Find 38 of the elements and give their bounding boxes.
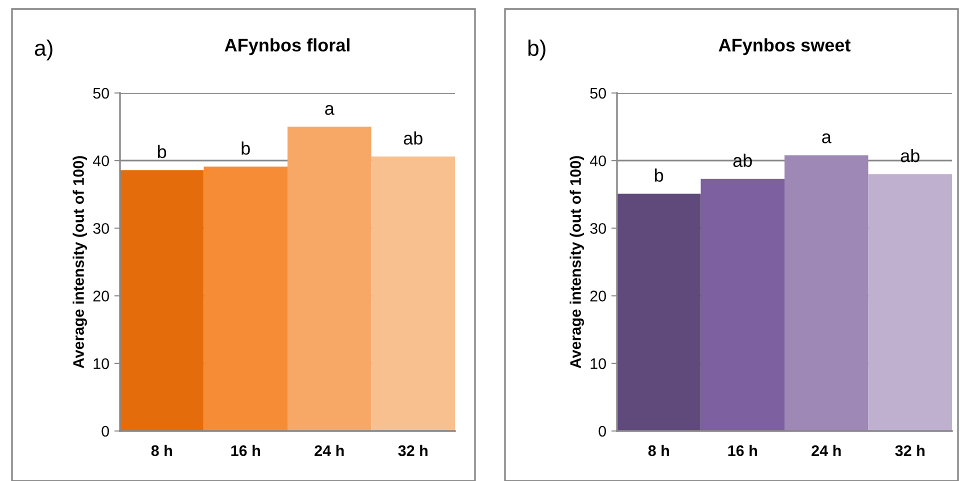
text: b) xyxy=(528,40,546,60)
bar xyxy=(784,155,868,431)
x-tick-label: 24 h xyxy=(812,444,841,456)
x-tick-label: 16 h xyxy=(728,444,757,456)
chart-title: AFynbos floral xyxy=(224,38,350,56)
annotation: b xyxy=(655,168,664,182)
bar xyxy=(868,174,952,431)
y-tick-label: 30 xyxy=(590,223,606,234)
x-tick-label: 32 h xyxy=(895,444,924,456)
y-axis-title: Average intensity (out of 100) xyxy=(570,156,584,368)
annotation: a xyxy=(325,105,334,115)
y-tick-label: 10 xyxy=(590,358,606,370)
y-tick-label: 0 xyxy=(598,426,606,437)
y-tick-label: 40 xyxy=(590,155,606,166)
y-tick-label: 20 xyxy=(590,290,606,302)
x-tick-label: 16 h xyxy=(231,444,260,456)
y-tick-label: 40 xyxy=(92,155,109,166)
x-tick-label: 24 h xyxy=(314,444,344,456)
annotation: ab xyxy=(733,154,752,167)
y-tick-label: 0 xyxy=(102,426,109,437)
x-tick-label: 32 h xyxy=(398,444,428,456)
annotation: b xyxy=(158,144,166,158)
y-axis-title: Average intensity (out of 100) xyxy=(72,156,88,368)
y-tick-label: 30 xyxy=(93,223,109,234)
y-tick-label: 50 xyxy=(93,88,109,99)
bar xyxy=(700,178,784,431)
y-tick-label: 50 xyxy=(590,88,606,99)
y-tick-label: 10 xyxy=(94,358,109,370)
x-tick-label: 8 h xyxy=(648,444,669,456)
text: a) xyxy=(34,40,52,60)
annotation: b xyxy=(242,142,250,155)
x-tick-label: 8 h xyxy=(151,444,172,456)
bar xyxy=(617,194,701,431)
annotation: ab xyxy=(900,148,920,162)
chart-title: AFynbos sweet xyxy=(718,38,851,56)
annotation: a xyxy=(822,133,832,144)
y-tick-label: 20 xyxy=(93,290,109,302)
annotation: ab xyxy=(404,131,422,145)
